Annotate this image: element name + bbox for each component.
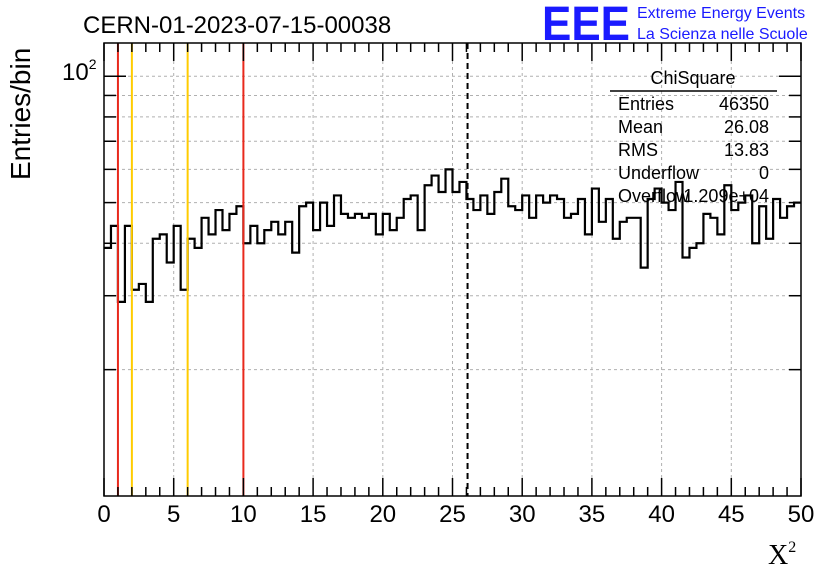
x-tick-label: 50 [788, 501, 815, 528]
y-tick-label-100: 102 [62, 56, 97, 86]
logo-line1: Extreme Energy Events [637, 5, 805, 22]
x-tick-label: 45 [718, 501, 745, 528]
x-tick-label: 30 [509, 501, 536, 528]
y-tick-base: 10 [62, 59, 89, 86]
stats-row-label: Underflow [618, 163, 700, 183]
y-tick-exp: 2 [89, 56, 97, 72]
stats-row-value: 26.08 [724, 117, 769, 137]
x-tick-label: 15 [300, 501, 327, 528]
stats-row-value: 46350 [719, 94, 769, 114]
x-tick-label: 40 [648, 501, 675, 528]
x-tick-label: 35 [579, 501, 606, 528]
histogram-outline [104, 168, 801, 303]
x-tick-label: 5 [167, 501, 180, 528]
stats-row-label: Entries [618, 94, 674, 114]
stats-row-value: 13.83 [724, 140, 769, 160]
x-axis-title: X2 [768, 539, 796, 571]
stats-row-label: RMS [618, 140, 658, 160]
stats-box: ChiSquare Entries 46350 Mean 26.08 RMS 13.83 U… [610, 68, 777, 206]
x-tick-label: 10 [230, 501, 257, 528]
stats-row-label: Overflow [618, 186, 690, 206]
y-axis-title: Entries/bin [5, 48, 36, 180]
logo-line2: La Scienza nelle Scuole [637, 26, 808, 43]
stats-row-value: 0 [759, 163, 769, 183]
grid [104, 43, 801, 496]
eee-logo: EEE Extreme Energy Events La Scienza nel… [542, 0, 808, 51]
axis-ticks [103, 43, 802, 496]
run-title: CERN-01-2023-07-15-00038 [83, 12, 391, 39]
x-tick-label: 20 [369, 501, 396, 528]
stats-row-value: 1.209e+04 [683, 186, 769, 206]
stats-title: ChiSquare [650, 68, 735, 88]
x-tick-label: 25 [439, 501, 466, 528]
stats-row-label: Mean [618, 117, 663, 137]
x-tick-label: 0 [97, 501, 110, 528]
histogram-bins [104, 168, 801, 303]
reference-lines [116, 43, 469, 496]
x-tick-labels: 0 5 10 15 20 25 30 35 40 45 50 [97, 501, 814, 528]
